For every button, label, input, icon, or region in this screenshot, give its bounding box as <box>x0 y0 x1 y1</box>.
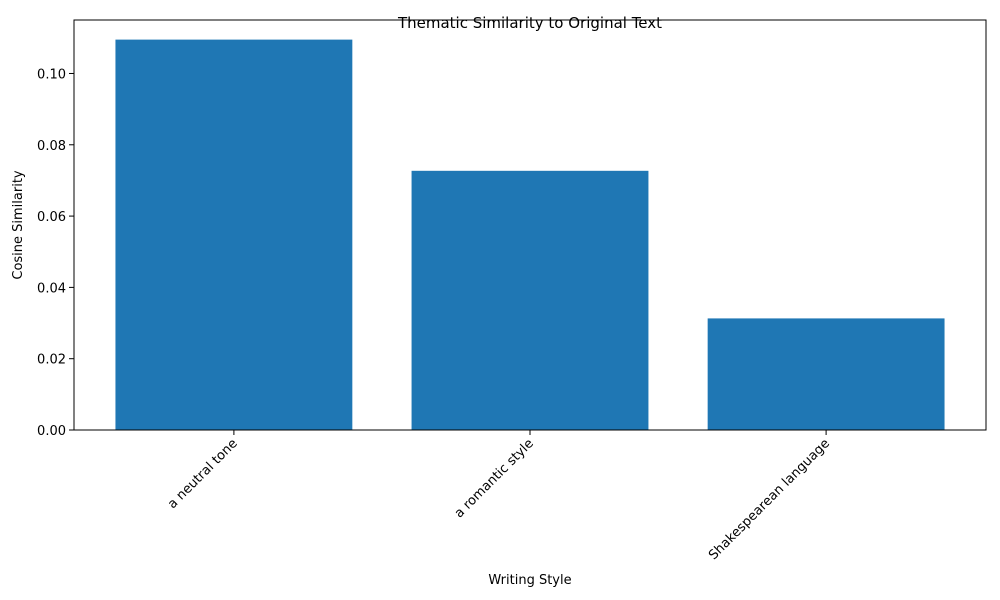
y-axis-label: Cosine Similarity <box>11 170 26 280</box>
bar-0 <box>115 39 353 431</box>
y-axis-ticks: 0.00 0.02 0.04 0.06 0.08 0.10 <box>37 67 74 439</box>
y-tick-label: 0.02 <box>37 353 66 368</box>
chart-title: Thematic Similarity to Original Text <box>397 14 662 32</box>
y-tick-label: 0.10 <box>37 67 66 82</box>
y-tick-label: 0.00 <box>37 424 66 439</box>
bar-2 <box>707 318 945 430</box>
bar-1 <box>411 170 649 430</box>
x-axis-label: Writing Style <box>488 573 571 588</box>
bars-layer <box>115 39 945 431</box>
y-tick-label: 0.08 <box>37 139 66 154</box>
y-tick-label: 0.04 <box>37 281 66 296</box>
y-tick-label: 0.06 <box>37 210 66 225</box>
axes-frame <box>73 19 987 431</box>
